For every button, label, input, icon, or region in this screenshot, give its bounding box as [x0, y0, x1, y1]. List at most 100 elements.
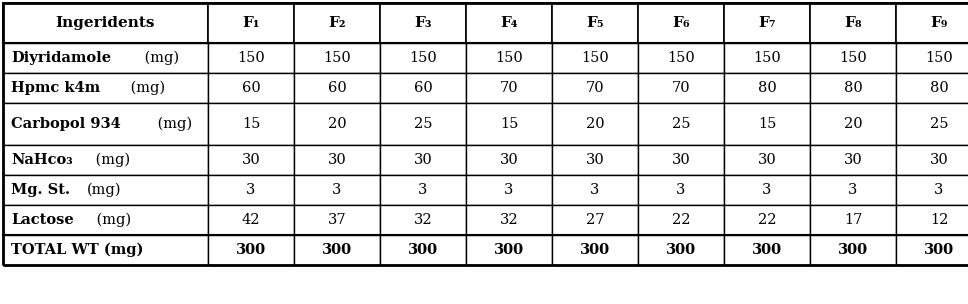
- Text: TOTAL WT (mg): TOTAL WT (mg): [11, 243, 143, 257]
- Bar: [208, 235, 294, 265]
- Text: 300: 300: [838, 243, 868, 257]
- Bar: [638, 103, 724, 145]
- Text: 150: 150: [495, 51, 523, 65]
- Bar: [294, 103, 380, 145]
- Bar: [810, 73, 896, 103]
- Bar: [810, 3, 896, 43]
- Bar: [638, 73, 724, 103]
- Text: (mg): (mg): [126, 81, 166, 95]
- Bar: [294, 3, 380, 43]
- Bar: [208, 145, 294, 175]
- Bar: [896, 43, 968, 73]
- Text: 150: 150: [409, 51, 437, 65]
- Text: 300: 300: [494, 243, 524, 257]
- Text: 300: 300: [752, 243, 782, 257]
- Text: 3: 3: [246, 183, 256, 197]
- Bar: [466, 175, 552, 205]
- Bar: [3, 205, 208, 235]
- Bar: [552, 205, 638, 235]
- Text: 150: 150: [753, 51, 781, 65]
- Bar: [466, 205, 552, 235]
- Bar: [724, 235, 810, 265]
- Bar: [638, 3, 724, 43]
- Bar: [294, 73, 380, 103]
- Text: F₃: F₃: [414, 16, 432, 30]
- Text: F₂: F₂: [328, 16, 346, 30]
- Bar: [466, 145, 552, 175]
- Text: 22: 22: [758, 213, 776, 227]
- Bar: [380, 43, 466, 73]
- Bar: [724, 145, 810, 175]
- Bar: [294, 145, 380, 175]
- Text: Ingeridents: Ingeridents: [56, 16, 155, 30]
- Bar: [380, 235, 466, 265]
- Bar: [294, 43, 380, 73]
- Bar: [380, 145, 466, 175]
- Text: 30: 30: [242, 153, 260, 167]
- Bar: [466, 43, 552, 73]
- Bar: [638, 205, 724, 235]
- Bar: [810, 235, 896, 265]
- Text: 3: 3: [848, 183, 858, 197]
- Bar: [552, 103, 638, 145]
- Bar: [380, 175, 466, 205]
- Text: 15: 15: [499, 117, 518, 131]
- Text: 30: 30: [929, 153, 949, 167]
- Text: 60: 60: [413, 81, 433, 95]
- Bar: [380, 73, 466, 103]
- Text: 27: 27: [586, 213, 604, 227]
- Text: 20: 20: [844, 117, 862, 131]
- Bar: [810, 175, 896, 205]
- Text: Hpmc k4m: Hpmc k4m: [11, 81, 100, 95]
- Text: 80: 80: [758, 81, 776, 95]
- Text: 70: 70: [499, 81, 518, 95]
- Text: NaHco₃: NaHco₃: [11, 153, 73, 167]
- Text: 70: 70: [586, 81, 604, 95]
- Text: F₆: F₆: [672, 16, 690, 30]
- Text: 30: 30: [327, 153, 347, 167]
- Text: 3: 3: [677, 183, 685, 197]
- Text: 150: 150: [237, 51, 265, 65]
- Bar: [380, 3, 466, 43]
- Bar: [294, 235, 380, 265]
- Text: 150: 150: [581, 51, 609, 65]
- Bar: [810, 103, 896, 145]
- Bar: [380, 103, 466, 145]
- Text: 30: 30: [586, 153, 604, 167]
- Text: 15: 15: [758, 117, 776, 131]
- Bar: [466, 103, 552, 145]
- Text: 25: 25: [672, 117, 690, 131]
- Text: 150: 150: [925, 51, 953, 65]
- Bar: [466, 3, 552, 43]
- Bar: [466, 235, 552, 265]
- Bar: [724, 175, 810, 205]
- Text: (mg): (mg): [153, 117, 192, 131]
- Text: 42: 42: [242, 213, 260, 227]
- Bar: [638, 145, 724, 175]
- Bar: [724, 73, 810, 103]
- Bar: [380, 205, 466, 235]
- Text: F₁: F₁: [242, 16, 259, 30]
- Text: F₈: F₈: [844, 16, 862, 30]
- Bar: [724, 103, 810, 145]
- Text: 70: 70: [672, 81, 690, 95]
- Text: (mg): (mg): [140, 51, 179, 65]
- Bar: [896, 175, 968, 205]
- Text: 30: 30: [844, 153, 862, 167]
- Bar: [466, 73, 552, 103]
- Bar: [3, 3, 968, 265]
- Text: 60: 60: [242, 81, 260, 95]
- Bar: [3, 175, 208, 205]
- Text: 37: 37: [328, 213, 347, 227]
- Bar: [208, 175, 294, 205]
- Text: 3: 3: [332, 183, 342, 197]
- Bar: [896, 145, 968, 175]
- Text: 300: 300: [236, 243, 266, 257]
- Bar: [208, 103, 294, 145]
- Text: 300: 300: [580, 243, 610, 257]
- Bar: [552, 175, 638, 205]
- Text: 3: 3: [934, 183, 944, 197]
- Bar: [724, 205, 810, 235]
- Text: F₄: F₄: [500, 16, 518, 30]
- Text: 60: 60: [327, 81, 347, 95]
